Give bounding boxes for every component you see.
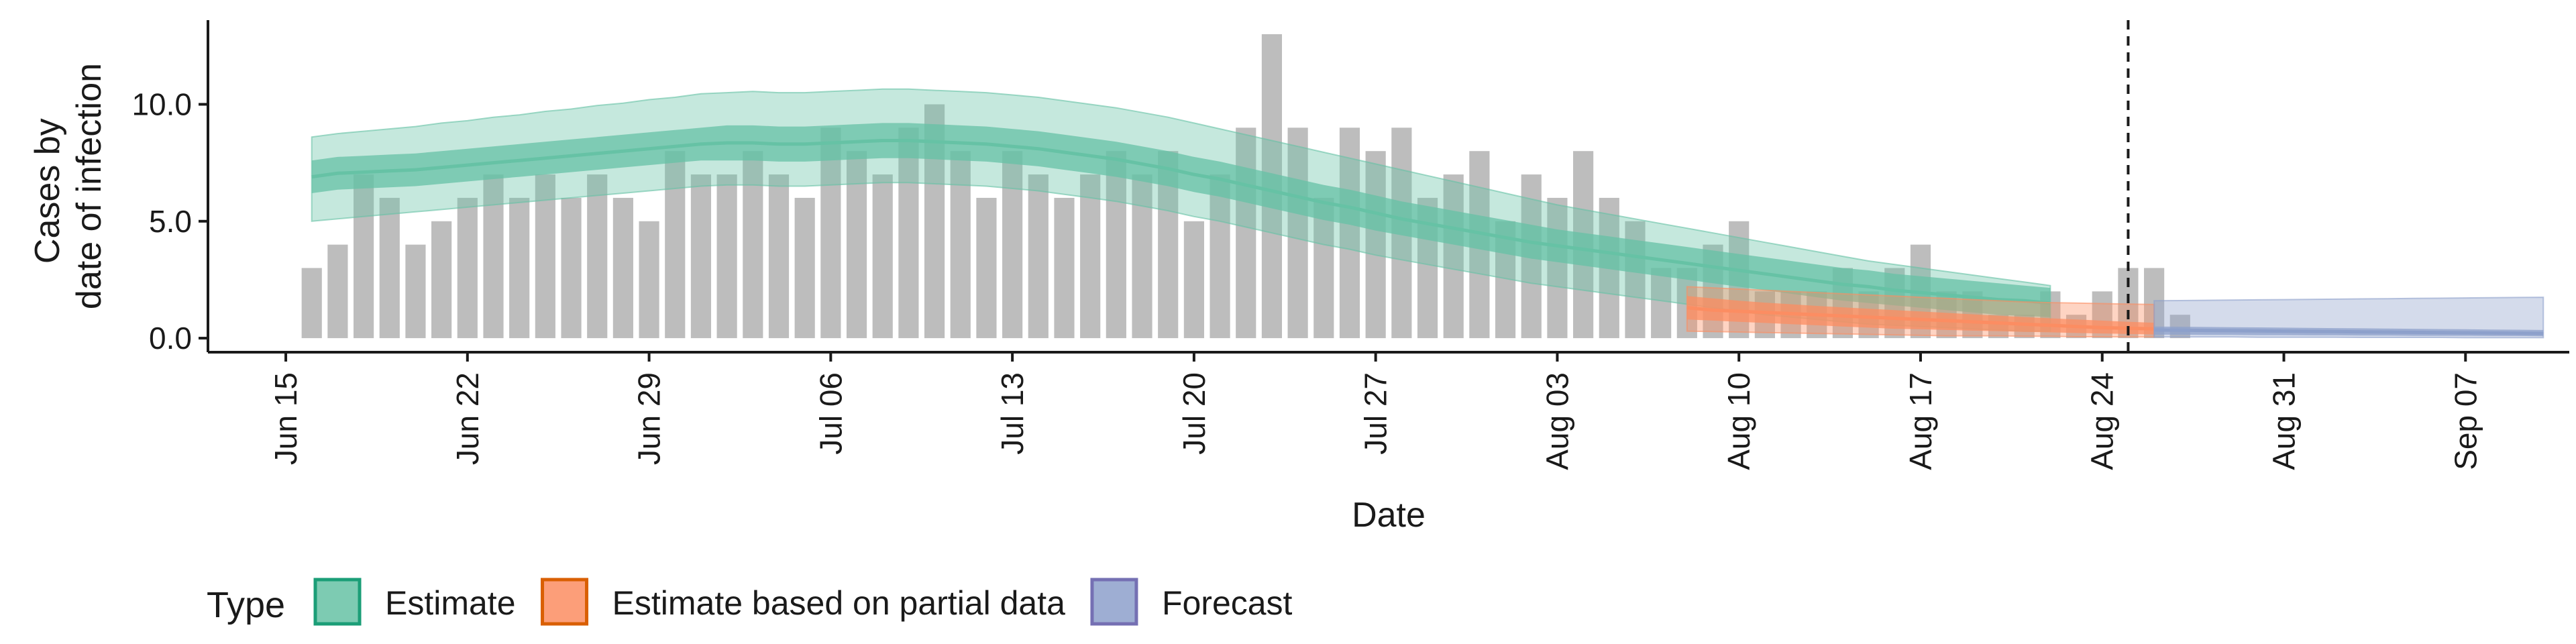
bar (1287, 127, 1308, 339)
x-tick-label: Jun 15 (268, 372, 303, 465)
bar (716, 174, 737, 339)
bar (846, 151, 867, 339)
legend-title: Type (207, 585, 285, 625)
x-axis-ticks: Jun 15 Jun 22 Jun 29 Jul 06 Jul 13 Jul 20 Jul … (268, 352, 2483, 470)
x-tick-label: Aug 17 (1903, 372, 1938, 470)
bar (1365, 151, 1386, 339)
bar (301, 268, 322, 339)
bar (1236, 127, 1256, 339)
band-median-2 (2154, 328, 2544, 335)
x-tick-label: Jul 27 (1358, 372, 1393, 455)
bar (794, 197, 815, 339)
bar (1651, 268, 1672, 339)
legend-swatch (541, 578, 589, 626)
bar (1183, 221, 1204, 339)
bar (612, 197, 633, 339)
band-series (311, 88, 2544, 339)
y-axis-label-line-2: date of infection (70, 63, 109, 309)
x-tick-label: Jul 13 (995, 372, 1030, 455)
bar (690, 174, 712, 339)
band-median-1 (1686, 306, 2155, 331)
legend-label: Estimate (385, 584, 516, 622)
bar (950, 151, 971, 339)
x-tick-label: Aug 10 (1721, 372, 1756, 470)
bar (561, 197, 582, 339)
bar (976, 197, 997, 339)
band-inner-0 (311, 123, 2051, 317)
x-tick-label: Aug 24 (2085, 372, 2120, 470)
x-tick-label: Jun 22 (450, 372, 485, 465)
legend: Type Estimate Estimate based on partial d… (207, 578, 1293, 626)
x-tick-label: Jul 20 (1177, 372, 1212, 455)
legend-swatch (313, 578, 362, 626)
bar (768, 174, 790, 339)
bar (405, 244, 426, 339)
bar (1028, 174, 1049, 339)
bar (327, 244, 348, 339)
bar (1106, 151, 1126, 339)
bar (483, 174, 504, 339)
bar (820, 127, 841, 339)
legend-swatch (1090, 578, 1138, 626)
bar (1547, 197, 1568, 339)
bar (1002, 151, 1023, 339)
legend-label: Forecast (1162, 584, 1293, 622)
bar (354, 174, 374, 339)
x-axis-label: Date (1352, 496, 1426, 535)
y-axis-label-line-1: Cases by (28, 118, 67, 264)
bar (1443, 174, 1464, 339)
bar (898, 127, 919, 339)
x-tick-label: Jun 29 (632, 372, 667, 465)
bar (1054, 197, 1075, 339)
axes (207, 20, 2569, 354)
bar (1132, 174, 1152, 339)
y-tick-label: 10.0 (131, 87, 192, 121)
y-tick-label: 5.0 (149, 204, 192, 239)
bar (379, 197, 400, 339)
x-tick-label: Sep 07 (2448, 372, 2483, 470)
bar (509, 197, 530, 339)
bar (1339, 127, 1360, 339)
x-tick-label: Aug 03 (1540, 372, 1574, 470)
band-median-0 (311, 139, 2051, 305)
bar (431, 221, 452, 339)
y-axis-label: Cases by date of infection (28, 63, 109, 309)
bar (535, 174, 555, 339)
bar (457, 197, 478, 339)
bar (639, 221, 659, 339)
x-tick-label: Aug 31 (2267, 372, 2302, 470)
bar (587, 174, 608, 339)
legend-label: Estimate based on partial data (612, 584, 1066, 622)
bar (665, 151, 686, 339)
y-axis-ticks: 0.0 5.0 10.0 (131, 87, 208, 356)
bar (1080, 174, 1101, 339)
x-tick-label: Jul 06 (813, 372, 848, 455)
bar (872, 174, 893, 339)
bar (743, 151, 763, 339)
y-tick-label: 0.0 (149, 321, 192, 356)
bar (1210, 174, 1230, 339)
